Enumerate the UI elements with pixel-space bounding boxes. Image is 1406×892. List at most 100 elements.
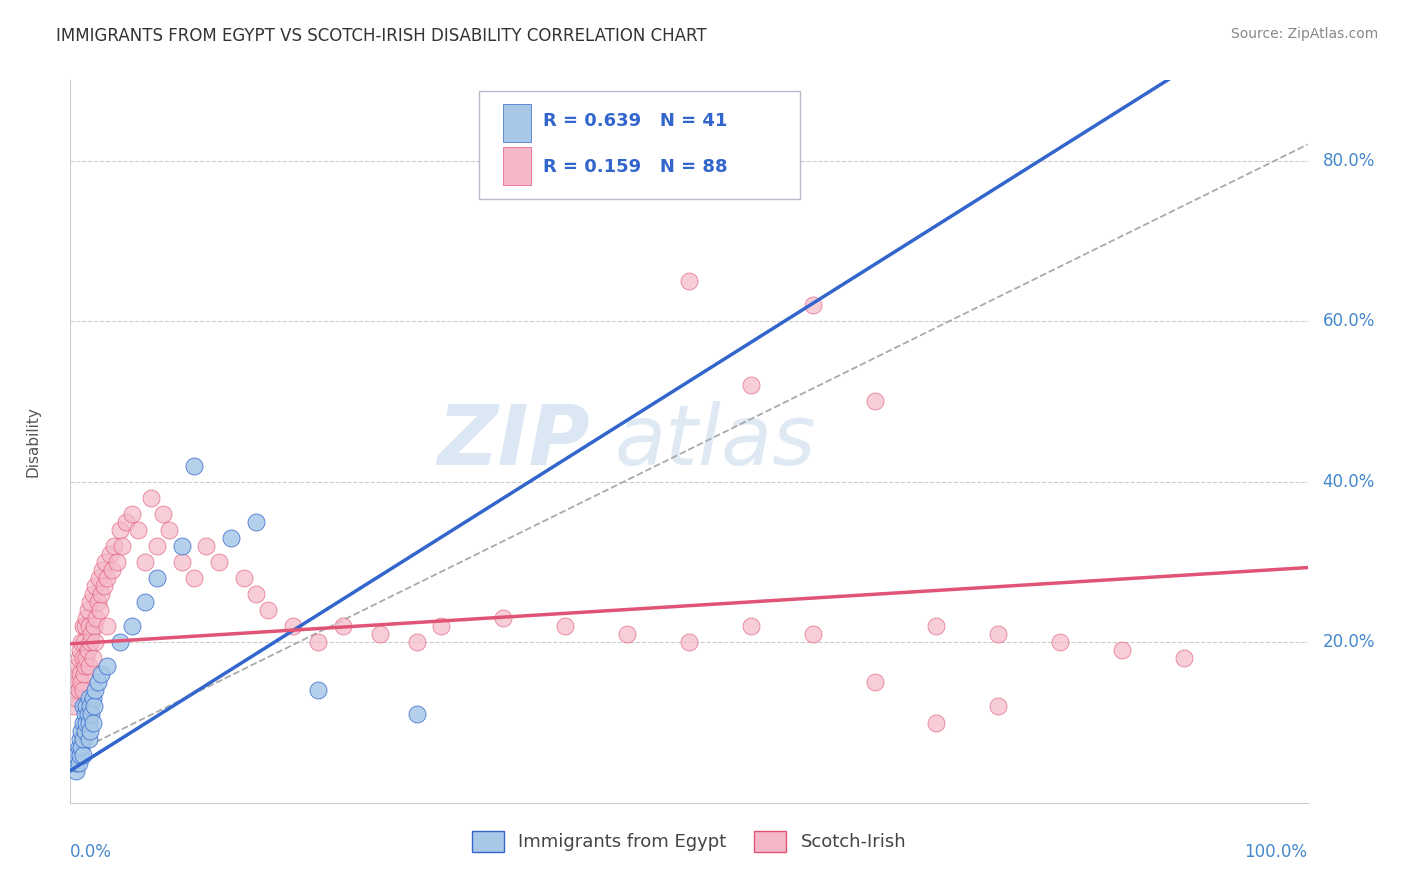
Point (67, 683, 90, 698)
Point (405, 707, 427, 722)
Point (139, 491, 162, 505)
Point (65, 683, 87, 698)
Point (94, 555, 117, 569)
Point (66, 675, 89, 690)
Point (801, 627, 824, 641)
Point (863, 675, 886, 690)
Point (183, 458, 205, 473)
Point (70, 635, 93, 649)
Point (65, 756, 87, 770)
Point (77, 691, 100, 706)
Point (554, 619, 576, 633)
Point (91, 563, 114, 577)
Point (77, 619, 100, 633)
Text: Source: ZipAtlas.com: Source: ZipAtlas.com (1230, 27, 1378, 41)
Point (72, 731, 94, 746)
Point (70, 739, 93, 754)
Point (925, 715, 948, 730)
Point (96, 619, 118, 633)
Point (65, 747, 87, 762)
Point (115, 515, 138, 529)
Point (245, 587, 267, 601)
Point (65, 764, 87, 778)
Point (73, 667, 96, 681)
FancyBboxPatch shape (478, 91, 800, 200)
Point (103, 539, 125, 553)
Text: 20.0%: 20.0% (1323, 633, 1375, 651)
Point (307, 683, 329, 698)
Point (69, 667, 91, 681)
Point (157, 523, 180, 537)
Point (75, 619, 97, 633)
Point (93, 579, 115, 593)
Point (108, 523, 131, 537)
Point (127, 523, 149, 537)
Text: 40.0%: 40.0% (1323, 473, 1375, 491)
Point (987, 627, 1010, 641)
Point (80, 707, 103, 722)
Text: ZIP: ZIP (437, 401, 591, 482)
Point (105, 555, 128, 569)
Point (89, 603, 111, 617)
Point (195, 539, 218, 553)
Text: R = 0.159   N = 88: R = 0.159 N = 88 (543, 158, 727, 176)
Point (70, 675, 93, 690)
FancyBboxPatch shape (503, 104, 530, 142)
Point (84, 579, 107, 593)
Point (84, 611, 107, 625)
Point (1111, 643, 1133, 657)
Point (678, 635, 700, 649)
Point (72, 651, 94, 665)
Point (77, 731, 100, 746)
Point (863, 394, 886, 409)
Point (79, 635, 101, 649)
Point (1173, 651, 1195, 665)
Point (77, 715, 100, 730)
Point (84, 683, 107, 698)
Point (69, 643, 91, 657)
Point (72, 683, 94, 698)
Point (67, 651, 90, 665)
Text: Disability: Disability (25, 406, 41, 477)
Point (72, 699, 94, 714)
Point (987, 699, 1010, 714)
Point (76, 603, 98, 617)
Point (70, 723, 93, 738)
Point (134, 595, 156, 609)
Point (82, 691, 104, 706)
Point (80, 627, 103, 641)
Point (87, 571, 110, 585)
Point (101, 563, 124, 577)
Point (69, 747, 91, 762)
Point (79, 595, 101, 609)
Point (232, 571, 254, 585)
Point (82, 715, 104, 730)
Point (69, 731, 91, 746)
Point (208, 555, 231, 569)
Point (63, 699, 86, 714)
Point (257, 603, 280, 617)
Point (65, 691, 87, 706)
Text: 80.0%: 80.0% (1323, 152, 1375, 169)
Point (183, 571, 205, 585)
Point (86, 595, 108, 609)
Point (170, 539, 193, 553)
Point (121, 507, 143, 521)
Point (152, 507, 174, 521)
Point (75, 715, 97, 730)
Point (75, 723, 97, 738)
Point (79, 699, 101, 714)
Point (1049, 635, 1071, 649)
Point (146, 539, 169, 553)
Point (79, 723, 101, 738)
Point (121, 619, 143, 633)
Point (77, 659, 100, 673)
Point (66, 659, 89, 673)
Point (405, 635, 427, 649)
Point (72, 715, 94, 730)
Text: IMMIGRANTS FROM EGYPT VS SCOTCH-IRISH DISABILITY CORRELATION CHART: IMMIGRANTS FROM EGYPT VS SCOTCH-IRISH DI… (56, 27, 707, 45)
Text: atlas: atlas (614, 401, 817, 482)
Point (368, 627, 391, 641)
Point (925, 619, 948, 633)
Text: 60.0%: 60.0% (1323, 312, 1375, 330)
